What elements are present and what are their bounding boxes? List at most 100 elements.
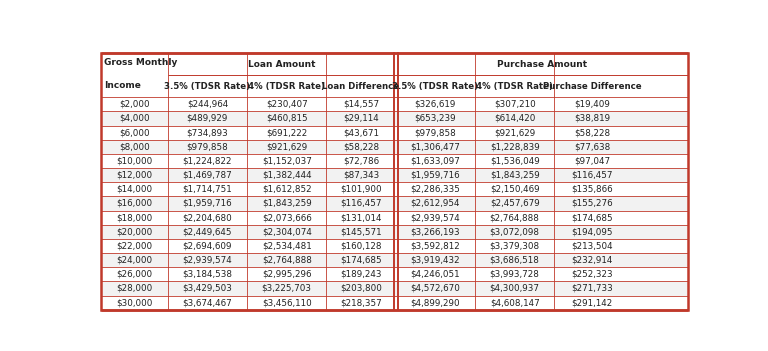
Text: $43,671: $43,671: [343, 128, 379, 137]
Text: $4,608,147: $4,608,147: [490, 298, 539, 307]
Bar: [101, 168, 688, 182]
Text: $291,142: $291,142: [571, 298, 613, 307]
Text: $2,534,481: $2,534,481: [262, 241, 312, 251]
Text: $1,843,259: $1,843,259: [490, 171, 539, 180]
Text: $2,694,609: $2,694,609: [183, 241, 232, 251]
Text: Loan Difference: Loan Difference: [323, 82, 399, 91]
Text: $3,184,538: $3,184,538: [182, 270, 233, 279]
Text: Gross Monthly: Gross Monthly: [104, 59, 177, 67]
Text: $326,619: $326,619: [415, 100, 456, 109]
Bar: [101, 154, 688, 168]
Text: $131,014: $131,014: [340, 213, 382, 222]
Text: $244,964: $244,964: [187, 100, 228, 109]
Text: $189,243: $189,243: [340, 270, 382, 279]
Text: $2,764,888: $2,764,888: [490, 213, 540, 222]
Text: $2,995,296: $2,995,296: [262, 270, 312, 279]
Bar: [101, 97, 688, 111]
Text: $14,557: $14,557: [343, 100, 379, 109]
Text: $691,222: $691,222: [266, 128, 307, 137]
Text: $1,633,097: $1,633,097: [410, 157, 460, 165]
Bar: [101, 267, 688, 282]
Text: $2,150,469: $2,150,469: [490, 185, 539, 194]
Text: $72,786: $72,786: [343, 157, 379, 165]
Text: 3.5% (TDSR Rate): 3.5% (TDSR Rate): [392, 82, 478, 91]
Text: $2,000: $2,000: [119, 100, 150, 109]
Text: $135,866: $135,866: [571, 185, 613, 194]
Text: $12,000: $12,000: [116, 171, 152, 180]
Text: $8,000: $8,000: [119, 142, 150, 151]
Text: $271,733: $271,733: [571, 284, 613, 293]
Text: $2,764,888: $2,764,888: [262, 256, 312, 265]
Bar: [101, 282, 688, 296]
Text: $174,685: $174,685: [340, 256, 382, 265]
Text: $18,000: $18,000: [116, 213, 152, 222]
Text: $3,225,703: $3,225,703: [262, 284, 312, 293]
Bar: [101, 296, 688, 310]
Text: $921,629: $921,629: [266, 142, 307, 151]
Text: $3,592,812: $3,592,812: [410, 241, 460, 251]
Bar: [101, 182, 688, 197]
Text: Purchase Difference: Purchase Difference: [542, 82, 641, 91]
Text: $38,819: $38,819: [574, 114, 610, 123]
Text: $614,420: $614,420: [494, 114, 535, 123]
Text: $145,571: $145,571: [340, 227, 382, 236]
Bar: [101, 126, 688, 140]
Text: $116,457: $116,457: [340, 199, 382, 208]
Text: $26,000: $26,000: [116, 270, 152, 279]
Text: $20,000: $20,000: [116, 227, 152, 236]
Text: $3,456,110: $3,456,110: [262, 298, 312, 307]
Text: $28,000: $28,000: [116, 284, 152, 293]
Text: $4,572,670: $4,572,670: [410, 284, 460, 293]
Text: $77,638: $77,638: [574, 142, 610, 151]
Text: $2,939,574: $2,939,574: [410, 213, 460, 222]
Text: $14,000: $14,000: [116, 185, 152, 194]
Text: $3,429,503: $3,429,503: [183, 284, 233, 293]
Text: $3,919,432: $3,919,432: [411, 256, 460, 265]
Text: $2,304,074: $2,304,074: [262, 227, 312, 236]
Text: $1,612,852: $1,612,852: [262, 185, 312, 194]
Text: $194,095: $194,095: [571, 227, 613, 236]
Text: $460,815: $460,815: [266, 114, 307, 123]
Text: $2,449,645: $2,449,645: [183, 227, 232, 236]
Text: $3,686,518: $3,686,518: [490, 256, 540, 265]
Text: $232,914: $232,914: [571, 256, 613, 265]
Text: $1,959,716: $1,959,716: [183, 199, 232, 208]
Bar: [101, 197, 688, 211]
Text: $3,674,467: $3,674,467: [183, 298, 232, 307]
Text: $734,893: $734,893: [187, 128, 228, 137]
Text: $4,246,051: $4,246,051: [411, 270, 460, 279]
Text: $22,000: $22,000: [116, 241, 152, 251]
Text: $2,286,335: $2,286,335: [410, 185, 460, 194]
Text: $30,000: $30,000: [116, 298, 152, 307]
Text: $3,993,728: $3,993,728: [490, 270, 540, 279]
Text: $3,379,308: $3,379,308: [489, 241, 540, 251]
Text: $174,685: $174,685: [571, 213, 613, 222]
Text: $1,228,839: $1,228,839: [490, 142, 539, 151]
Text: $160,128: $160,128: [340, 241, 382, 251]
Text: $230,407: $230,407: [266, 100, 307, 109]
Text: 4% (TDSR Rate): 4% (TDSR Rate): [476, 82, 553, 91]
Text: $2,939,574: $2,939,574: [183, 256, 232, 265]
Text: $6,000: $6,000: [119, 128, 150, 137]
Text: $203,800: $203,800: [340, 284, 382, 293]
Text: $10,000: $10,000: [116, 157, 152, 165]
Text: $307,210: $307,210: [494, 100, 535, 109]
Text: Purchase Amount: Purchase Amount: [497, 60, 587, 68]
Bar: [101, 211, 688, 225]
Text: $921,629: $921,629: [494, 128, 535, 137]
Text: $653,239: $653,239: [415, 114, 456, 123]
Text: $155,276: $155,276: [571, 199, 613, 208]
Text: $252,323: $252,323: [571, 270, 613, 279]
Text: $218,357: $218,357: [340, 298, 382, 307]
Text: $24,000: $24,000: [116, 256, 152, 265]
Text: $2,457,679: $2,457,679: [490, 199, 539, 208]
Text: $58,228: $58,228: [574, 128, 610, 137]
Text: $1,714,751: $1,714,751: [183, 185, 232, 194]
Text: $87,343: $87,343: [343, 171, 379, 180]
Text: $1,536,049: $1,536,049: [490, 157, 539, 165]
Text: $489,929: $489,929: [187, 114, 228, 123]
Text: $2,073,666: $2,073,666: [262, 213, 312, 222]
Bar: [101, 239, 688, 253]
Text: Income: Income: [104, 81, 141, 90]
Text: $3,072,098: $3,072,098: [490, 227, 540, 236]
